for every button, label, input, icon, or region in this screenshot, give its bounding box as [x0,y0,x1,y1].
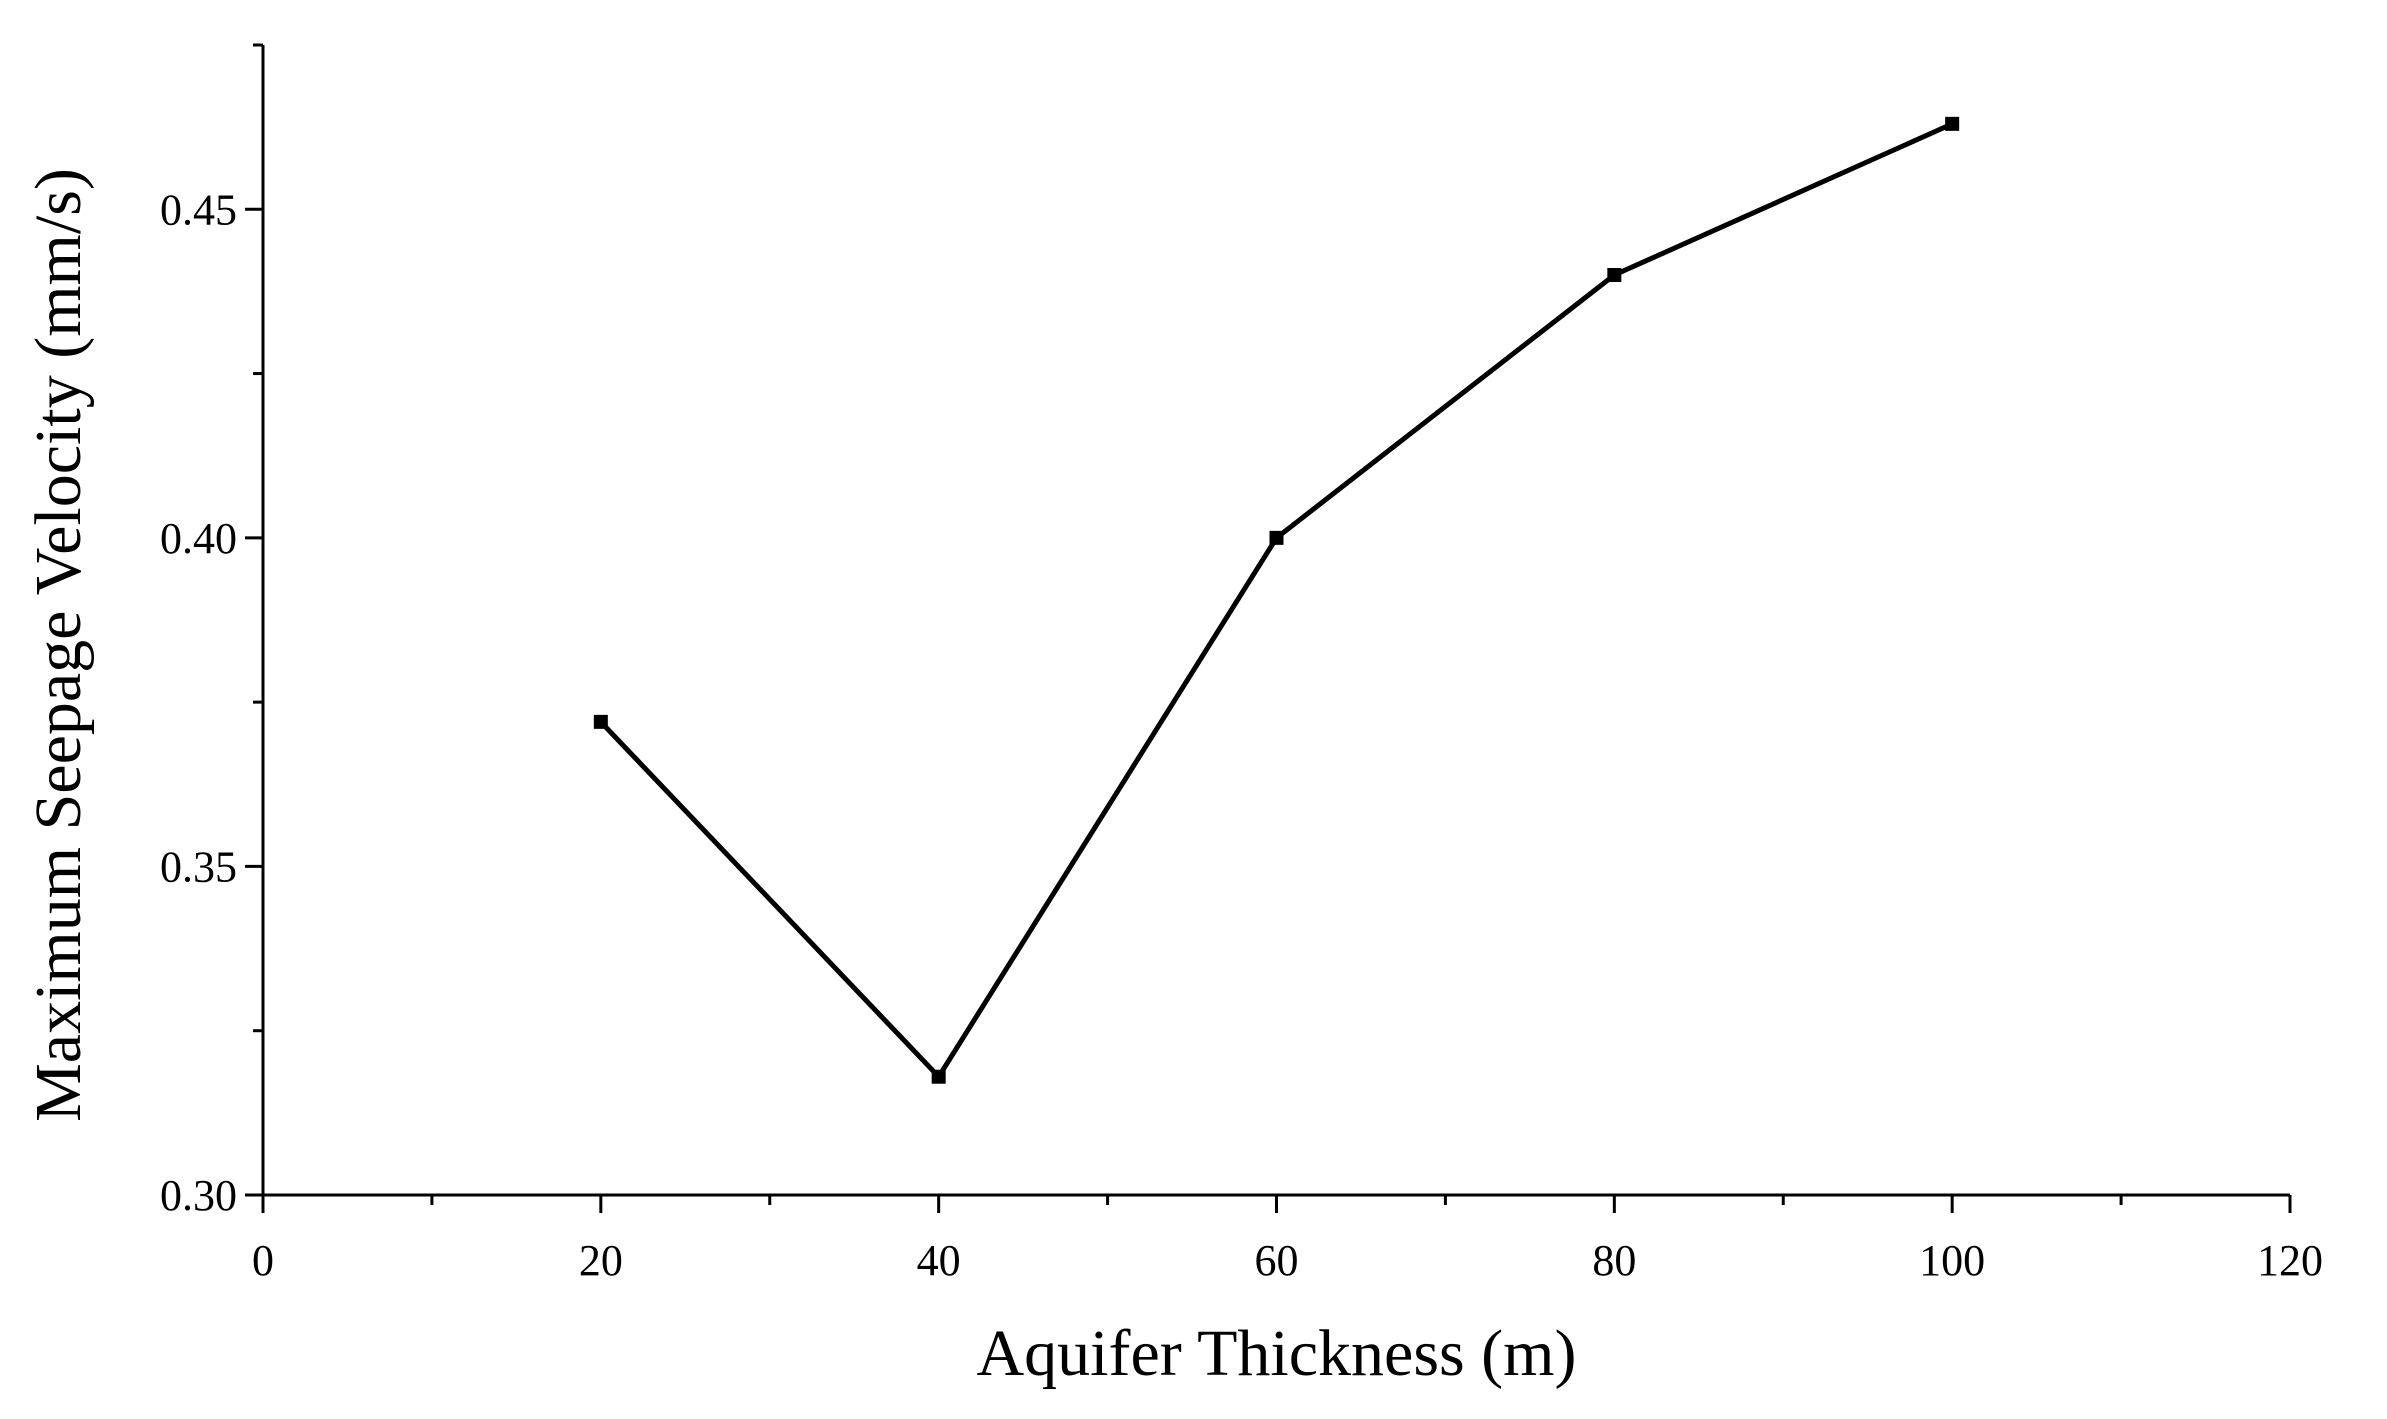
x-axis-title: Aquifer Thickness (m) [977,1317,1577,1390]
data-point-marker [931,1069,946,1084]
x-tick-label: 100 [1919,1236,1985,1285]
y-tick-label: 0.30 [160,1171,237,1220]
y-ticks: 0.30 0.35 0.40 0.45 [160,43,263,1220]
axes [261,45,2290,1197]
y-tick-label: 0.40 [160,514,237,563]
data-point-marker [1607,268,1622,282]
y-axis-title: Maximum Seepage Velocity (mm/s) [22,168,95,1122]
data-point-marker [1945,116,1960,131]
x-ticks: 0 20 40 60 80 100 120 [252,1195,2323,1285]
x-tick-label: 80 [1592,1236,1636,1285]
x-tick-label: 0 [252,1236,274,1285]
y-tick-label: 0.45 [160,185,237,234]
data-series [593,116,1960,1084]
x-tick-label: 120 [2257,1236,2323,1285]
x-tick-label: 40 [917,1236,961,1285]
data-point-marker [593,714,608,729]
x-tick-label: 60 [1255,1236,1299,1285]
data-point-marker [1269,530,1284,545]
x-tick-label: 20 [579,1236,623,1285]
y-tick-label: 0.35 [160,842,237,891]
series-line [598,121,1954,1081]
